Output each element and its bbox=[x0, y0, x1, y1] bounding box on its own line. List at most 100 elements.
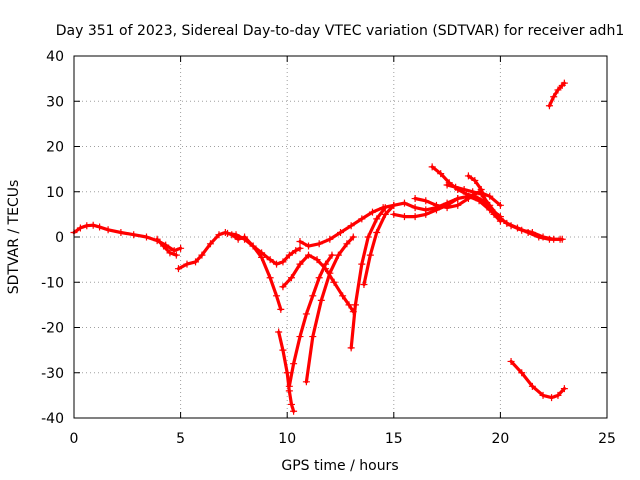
data-point bbox=[273, 260, 281, 268]
data-point bbox=[343, 240, 351, 248]
data-point bbox=[96, 223, 104, 231]
data-point bbox=[360, 281, 368, 289]
x-tick-label: 15 bbox=[385, 431, 403, 447]
data-point bbox=[89, 221, 97, 229]
series-track-9 bbox=[298, 203, 396, 248]
data-point bbox=[349, 233, 357, 241]
data-point bbox=[400, 213, 408, 221]
data-point bbox=[249, 242, 257, 250]
data-point bbox=[364, 233, 372, 241]
series-track-7 bbox=[281, 253, 355, 314]
axis-ticks: 0 5 10 15 20 25 -40 -30 -20 -10 0 10 20 30 40 bbox=[41, 49, 616, 447]
data-point bbox=[287, 400, 295, 408]
x-tick-label: 5 bbox=[176, 431, 185, 447]
data-point bbox=[266, 274, 274, 282]
data-point bbox=[76, 224, 84, 232]
data-point bbox=[315, 274, 323, 282]
x-tick-label: 20 bbox=[491, 431, 509, 447]
x-axis-label: GPS time / hours bbox=[281, 458, 398, 474]
data-point bbox=[368, 208, 376, 216]
y-tick-label: -30 bbox=[41, 366, 64, 382]
y-tick-label: 40 bbox=[46, 49, 64, 65]
data-point bbox=[277, 305, 285, 313]
data-point bbox=[556, 235, 564, 243]
data-point bbox=[373, 215, 381, 223]
y-axis-label: SDTVAR / TECUs bbox=[6, 180, 22, 295]
data-point bbox=[330, 278, 338, 286]
data-point bbox=[290, 407, 298, 415]
data-point bbox=[192, 258, 200, 266]
data-point bbox=[296, 333, 304, 341]
data-point bbox=[358, 215, 366, 223]
data-point bbox=[309, 333, 317, 341]
data-point bbox=[560, 79, 568, 87]
data-point bbox=[528, 382, 536, 390]
data-point bbox=[554, 86, 562, 94]
data-point bbox=[437, 170, 445, 178]
data-point bbox=[315, 240, 323, 248]
data-point bbox=[160, 242, 168, 250]
data-point bbox=[560, 385, 568, 393]
data-point bbox=[443, 181, 451, 189]
data-point bbox=[345, 301, 353, 309]
data-point bbox=[166, 249, 174, 257]
data-point bbox=[302, 310, 310, 318]
data-point bbox=[130, 231, 138, 239]
data-point bbox=[381, 204, 389, 212]
data-point bbox=[334, 251, 342, 259]
data-point bbox=[313, 256, 321, 264]
data-point bbox=[452, 183, 460, 191]
data-point bbox=[496, 201, 504, 209]
data-point bbox=[232, 231, 240, 239]
data-point bbox=[290, 360, 298, 368]
data-point bbox=[287, 274, 295, 282]
data-point bbox=[550, 93, 558, 101]
data-point bbox=[503, 219, 511, 227]
chart-title: Day 351 of 2023, Sidereal Day-to-day VTE… bbox=[56, 23, 624, 39]
data-point bbox=[177, 244, 185, 252]
data-point bbox=[454, 195, 462, 203]
x-tick-label: 25 bbox=[598, 431, 616, 447]
series-track-2 bbox=[155, 237, 178, 257]
data-point bbox=[283, 369, 291, 377]
data-point bbox=[279, 346, 287, 354]
data-point bbox=[545, 102, 553, 110]
y-tick-label: 30 bbox=[46, 94, 64, 110]
data-point bbox=[366, 251, 374, 259]
data-point bbox=[326, 269, 334, 277]
data-point bbox=[296, 260, 304, 268]
data-point bbox=[198, 251, 206, 259]
data-point bbox=[347, 222, 355, 230]
data-point bbox=[285, 382, 293, 390]
data-point bbox=[411, 213, 419, 221]
data-point bbox=[554, 391, 562, 399]
data-point bbox=[339, 292, 347, 300]
data-point bbox=[432, 201, 440, 209]
data-point bbox=[545, 235, 553, 243]
data-point bbox=[400, 199, 408, 207]
data-point bbox=[292, 247, 300, 255]
data-point bbox=[390, 201, 398, 209]
data-point bbox=[328, 251, 336, 259]
y-tick-label: 20 bbox=[46, 140, 64, 156]
data-point bbox=[454, 201, 462, 209]
data-point bbox=[183, 260, 191, 268]
x-tick-label: 0 bbox=[70, 431, 79, 447]
data-point bbox=[305, 242, 313, 250]
data-point bbox=[518, 369, 526, 377]
data-point bbox=[275, 328, 283, 336]
plot-frame bbox=[73, 55, 608, 419]
data-point bbox=[224, 229, 232, 237]
data-point bbox=[548, 394, 556, 402]
data-point bbox=[317, 296, 325, 304]
data-point bbox=[266, 256, 274, 264]
data-point bbox=[215, 231, 223, 239]
data-point bbox=[464, 172, 472, 180]
data-point bbox=[302, 378, 310, 386]
series-track-10 bbox=[349, 206, 387, 350]
data-point bbox=[279, 283, 287, 291]
data-point bbox=[285, 251, 293, 259]
data-point bbox=[83, 222, 91, 230]
data-point bbox=[337, 228, 344, 236]
